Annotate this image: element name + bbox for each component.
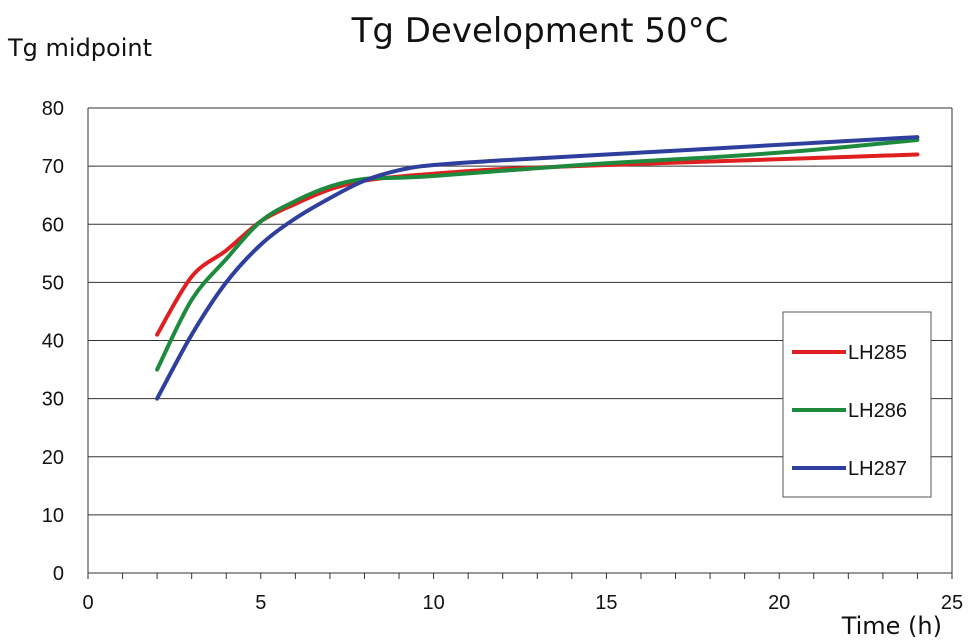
series-lines xyxy=(155,135,920,401)
legend-label-lh287: LH287 xyxy=(848,458,907,480)
y-tick-label: 0 xyxy=(53,563,64,585)
series-line-lh286 xyxy=(155,138,920,372)
y-tick-label: 40 xyxy=(42,331,64,353)
y-tick-label: 10 xyxy=(42,505,64,527)
y-tick-label: 80 xyxy=(42,98,64,120)
gridlines xyxy=(88,107,952,574)
x-tick-label: 25 xyxy=(941,592,963,614)
x-tick-label: 0 xyxy=(82,592,93,614)
x-tick-label: 5 xyxy=(255,592,266,614)
chart-title: Tg Development 50°C xyxy=(351,11,729,51)
y-tick-label: 20 xyxy=(42,447,64,469)
y-tick-labels: 0 10 20 30 40 50 60 70 80 xyxy=(42,98,64,585)
y-tick-label: 70 xyxy=(42,156,64,178)
y-tick-label: 50 xyxy=(42,272,64,294)
series-line-lh287 xyxy=(155,135,920,401)
x-tick-label: 20 xyxy=(768,592,790,614)
legend-label-lh286: LH286 xyxy=(848,400,907,422)
axes xyxy=(87,108,953,579)
x-axis-label: Time (h) xyxy=(841,612,942,640)
legend-label-lh285: LH285 xyxy=(848,342,907,364)
y-axis-label: Tg midpoint xyxy=(7,34,152,62)
x-tick-labels: 0 5 10 15 20 25 xyxy=(82,592,963,614)
y-tick-label: 60 xyxy=(42,214,64,236)
x-tick-label: 10 xyxy=(422,592,444,614)
x-tick-label: 15 xyxy=(595,592,617,614)
y-tick-label: 30 xyxy=(42,389,64,411)
series-line-lh285 xyxy=(155,152,920,337)
legend: LH285 LH286 LH287 xyxy=(782,311,932,498)
